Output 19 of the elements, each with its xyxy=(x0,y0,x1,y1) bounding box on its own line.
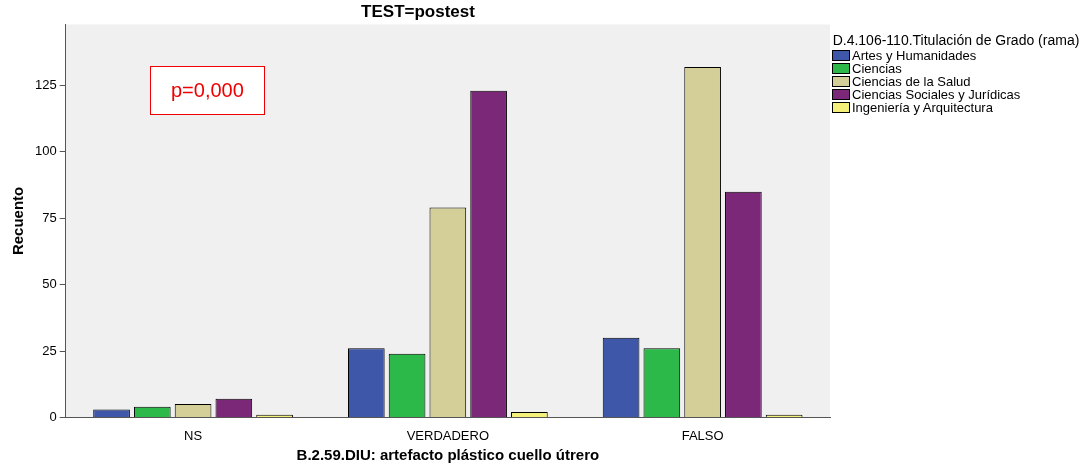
y-axis-title: Recuento xyxy=(9,186,27,256)
x-tick-label: FALSO xyxy=(681,427,724,443)
legend-label: Ciencias de la Salud xyxy=(852,74,971,89)
chart-title: TEST=postest xyxy=(361,1,476,21)
legend-label: Ciencias Sociales y Jurídicas xyxy=(852,87,1021,102)
legend-title: D.4.106-110.Titulación de Grado (rama) xyxy=(832,32,1080,48)
y-tick-label: 50 xyxy=(42,276,57,292)
y-tick-label: 125 xyxy=(34,77,57,93)
y-tick-label: 0 xyxy=(49,408,57,424)
x-tick-label: NS xyxy=(184,427,203,443)
legend-label: Ciencias xyxy=(852,61,902,76)
x-tick-label: VERDADERO xyxy=(406,427,490,443)
y-tick-label: 25 xyxy=(42,342,57,358)
y-tick-label: 75 xyxy=(42,209,57,225)
legend-label: Ingeniería y Arquitectura xyxy=(852,100,993,115)
y-tick-label: 100 xyxy=(34,143,57,159)
x-axis-title: B.2.59.DIU: artefacto plástico cuello útrero xyxy=(296,446,600,464)
legend-label: Artes y Humanidades xyxy=(852,48,977,63)
annotation: p=0,000 xyxy=(150,66,265,115)
